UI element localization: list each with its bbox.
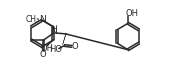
Text: O: O [40,50,46,59]
Text: OH: OH [126,9,139,18]
Text: CH₃: CH₃ [25,15,39,24]
Text: N: N [39,15,46,24]
Text: OH: OH [40,44,53,53]
Text: HO: HO [50,45,62,54]
Text: O: O [71,42,78,51]
Polygon shape [63,33,66,45]
Text: H: H [52,25,57,34]
Text: N: N [50,27,57,36]
